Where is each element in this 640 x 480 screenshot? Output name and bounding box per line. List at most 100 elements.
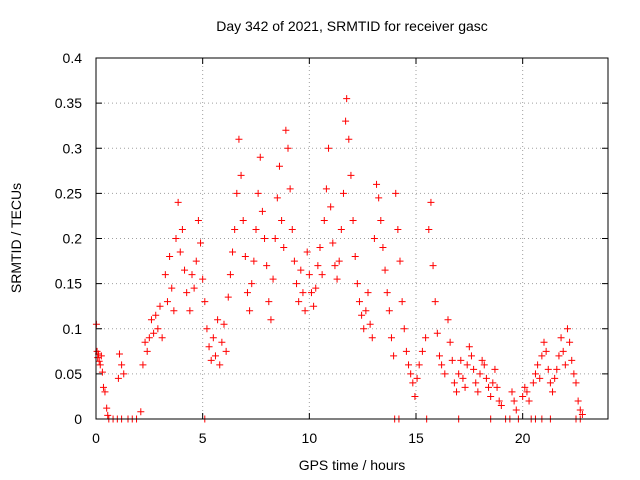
data-point: [335, 257, 343, 265]
y-tick-label: 0.4: [63, 50, 83, 66]
data-point: [489, 379, 497, 387]
y-tick-label: 0.3: [63, 140, 83, 156]
data-point: [203, 325, 211, 333]
data-point: [201, 298, 209, 306]
data-point: [349, 216, 357, 224]
data-point: [400, 325, 408, 333]
data-point: [322, 185, 330, 193]
data-point: [297, 266, 305, 274]
data-point: [546, 379, 554, 387]
data-point: [425, 225, 433, 233]
data-point: [415, 361, 423, 369]
data-point: [345, 135, 353, 143]
data-point: [222, 347, 230, 355]
data-point: [561, 361, 569, 369]
x-tick-label: 5: [199, 430, 207, 446]
data-point: [331, 262, 339, 270]
chart-title: Day 342 of 2021, SRMTID for receiver gas…: [216, 18, 488, 34]
data-point: [555, 352, 563, 360]
data-point: [239, 216, 247, 224]
data-point: [493, 383, 501, 391]
data-point: [413, 374, 421, 382]
data-point: [101, 388, 109, 396]
data-point: [181, 266, 189, 274]
data-point: [163, 298, 171, 306]
data-point: [370, 235, 378, 242]
data-point: [431, 298, 439, 306]
data-point: [353, 280, 361, 288]
data-point: [551, 374, 559, 382]
data-point: [284, 144, 292, 152]
data-point: [275, 162, 283, 170]
data-point: [115, 350, 123, 358]
data-point: [407, 370, 415, 378]
data-point: [114, 374, 122, 382]
data-point: [446, 338, 454, 346]
y-tick-label: 0.05: [55, 366, 82, 382]
x-tick-label: 20: [515, 430, 531, 446]
x-tick-label: 10: [302, 430, 318, 446]
data-point: [525, 397, 533, 405]
data-point: [461, 383, 469, 391]
data-point: [205, 343, 213, 351]
y-tick-label: 0.1: [63, 321, 83, 337]
data-point: [576, 406, 584, 414]
data-point: [536, 374, 544, 382]
data-point: [174, 198, 182, 206]
x-tick-labels: 0 5 10 15 20: [92, 430, 531, 446]
data-point: [214, 316, 222, 324]
data-point: [362, 307, 370, 315]
data-point: [307, 289, 315, 297]
data-point: [521, 383, 529, 391]
data-point: [220, 320, 228, 328]
data-point: [250, 257, 258, 265]
data-point: [339, 189, 347, 197]
data-point: [235, 135, 243, 143]
data-point: [455, 370, 463, 378]
data-point: [288, 225, 296, 233]
data-point: [394, 225, 402, 233]
data-point: [337, 225, 345, 233]
data-point: [316, 244, 324, 252]
data-point: [263, 262, 271, 270]
data-point: [433, 329, 441, 337]
data-point: [351, 253, 359, 261]
data-point: [118, 361, 126, 369]
data-point: [470, 365, 478, 373]
data-point: [229, 248, 237, 256]
data-point: [103, 404, 111, 412]
data-point: [568, 356, 576, 364]
data-point: [98, 368, 106, 376]
data-point: [237, 171, 245, 179]
data-point: [531, 370, 539, 378]
data-point: [534, 361, 542, 369]
data-point: [273, 194, 281, 202]
data-point: [572, 379, 580, 387]
data-point: [409, 379, 417, 387]
data-point: [183, 289, 191, 297]
data-point: [310, 302, 318, 310]
data-point: [482, 374, 490, 382]
data-point: [248, 280, 256, 288]
data-point: [438, 361, 446, 369]
data-point: [563, 325, 571, 333]
data-point: [145, 334, 153, 342]
data-point: [540, 338, 548, 346]
data-point: [178, 225, 186, 233]
data-point: [256, 153, 264, 161]
data-point: [278, 216, 286, 224]
data-point: [218, 338, 226, 346]
data-point: [301, 307, 309, 315]
data-points: [92, 95, 586, 423]
data-point: [574, 397, 582, 405]
data-point: [161, 271, 169, 279]
data-point: [150, 329, 158, 337]
data-point: [261, 235, 269, 242]
data-point: [267, 316, 275, 324]
data-point: [510, 397, 518, 405]
data-point: [318, 271, 326, 279]
data-point: [241, 253, 249, 261]
data-point: [190, 284, 198, 292]
data-point: [280, 244, 288, 252]
